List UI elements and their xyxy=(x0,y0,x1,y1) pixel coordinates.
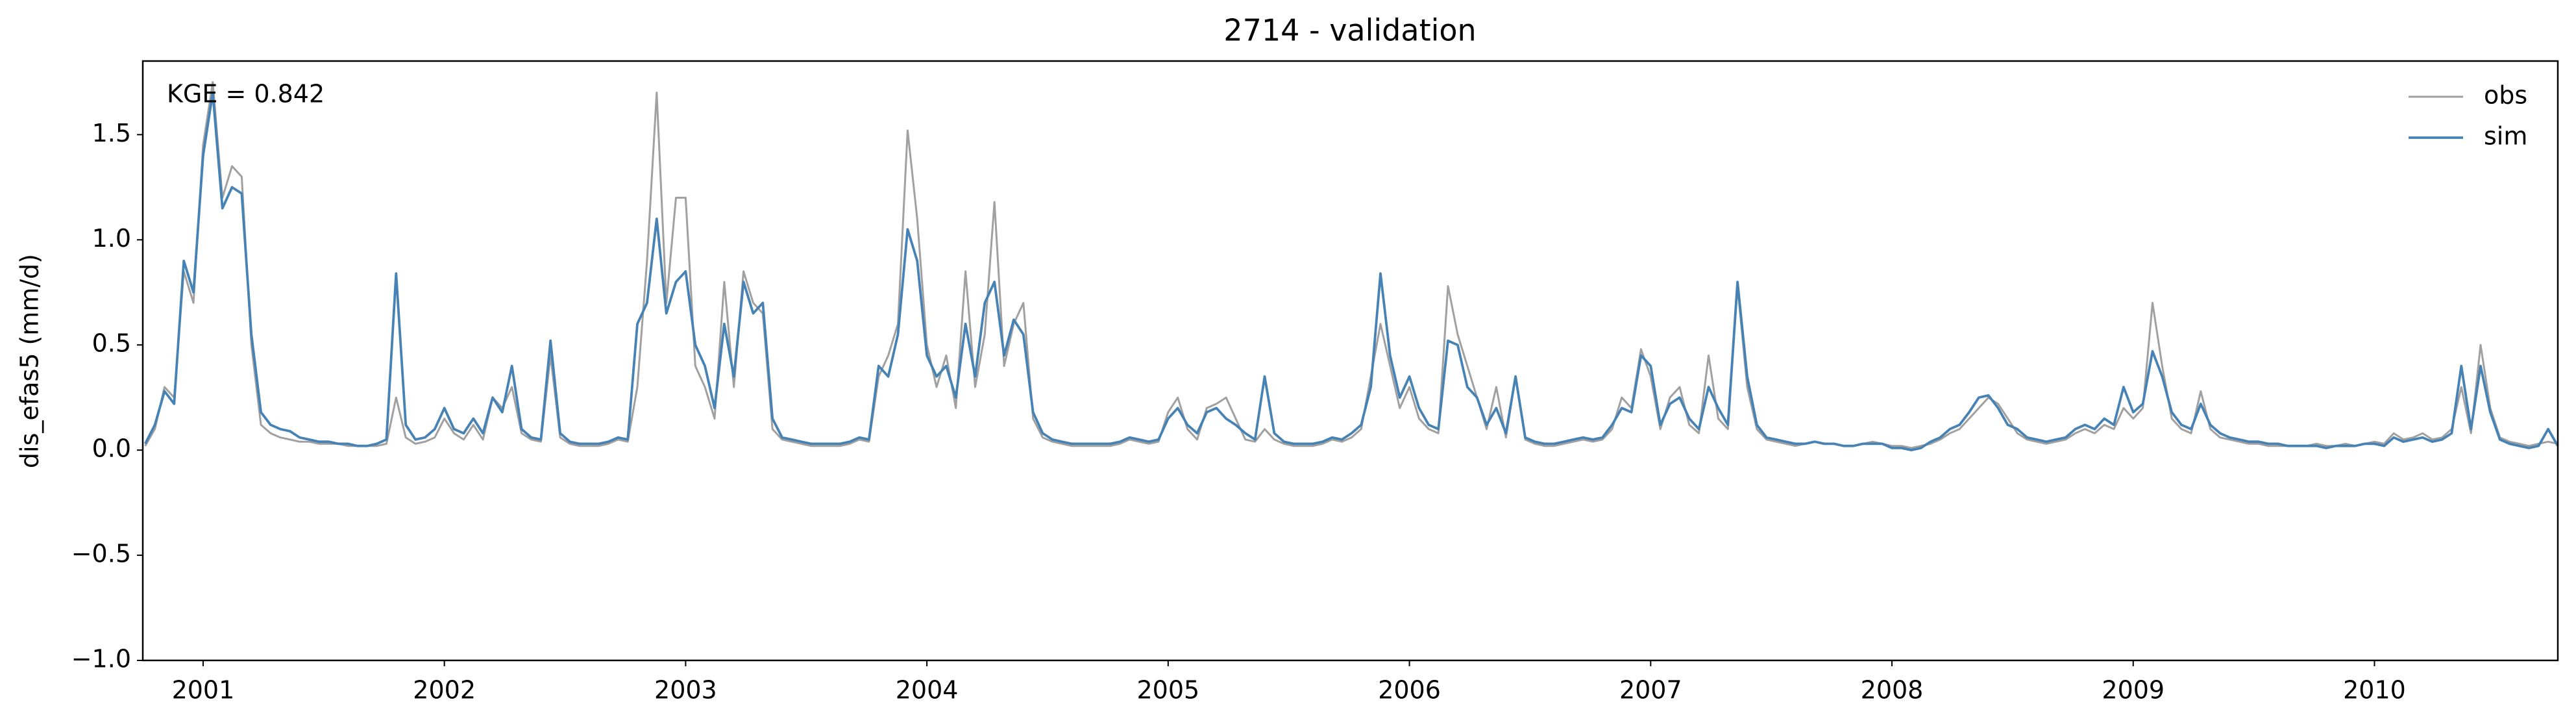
series-line xyxy=(144,91,2559,451)
chart-title: 2714 - validation xyxy=(1223,13,1476,48)
x-tick-label: 2010 xyxy=(2343,676,2406,705)
y-axis-label: dis_efas5 (mm/d) xyxy=(16,254,44,468)
legend-label: sim xyxy=(2484,122,2527,151)
x-tick-label: 2007 xyxy=(1619,676,1682,705)
annotation: KGE = 0.842 xyxy=(167,80,325,108)
y-tick-label: 1.5 xyxy=(92,119,131,147)
x-tick-label: 2008 xyxy=(1861,676,1924,705)
y-tick-label: −0.5 xyxy=(71,540,131,568)
legend-label: obs xyxy=(2484,81,2527,110)
x-tick-label: 2006 xyxy=(1378,676,1441,705)
y-tick-label: 0.5 xyxy=(92,329,131,358)
x-tick-label: 2001 xyxy=(172,676,235,705)
y-tick-label: 1.0 xyxy=(92,224,131,253)
x-tick-label: 2004 xyxy=(896,676,959,705)
x-tick-label: 2003 xyxy=(654,676,717,705)
y-tick-label: 0.0 xyxy=(92,434,131,463)
x-tick-label: 2005 xyxy=(1136,676,1199,705)
x-tick-label: 2009 xyxy=(2102,676,2165,705)
plot-frame xyxy=(141,60,2559,662)
x-tick-label: 2002 xyxy=(413,676,476,705)
y-tick-label: −1.0 xyxy=(71,645,131,673)
